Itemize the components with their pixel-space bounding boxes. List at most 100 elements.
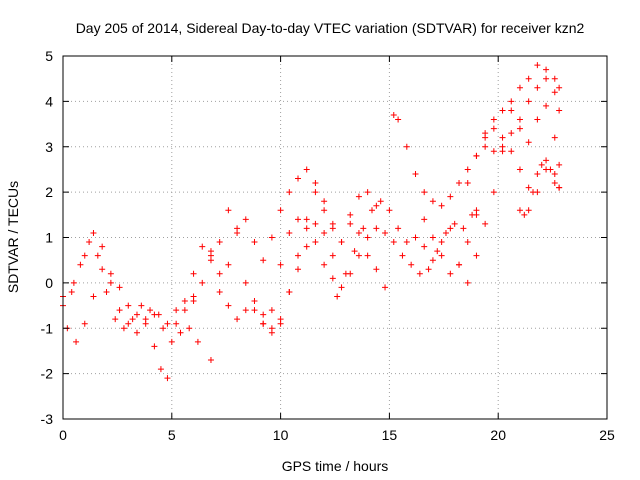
data-point	[421, 243, 428, 250]
data-point	[521, 211, 528, 218]
data-point	[490, 116, 497, 123]
data-point	[534, 170, 541, 177]
data-point	[351, 248, 358, 255]
y-tick-label: 4	[45, 93, 53, 109]
data-point	[207, 248, 214, 255]
data-point	[490, 125, 497, 132]
data-point	[390, 111, 397, 118]
series-track-6	[207, 220, 389, 336]
data-point	[429, 257, 436, 264]
data-point	[260, 257, 267, 264]
data-point	[225, 302, 232, 309]
data-point	[482, 143, 489, 150]
data-point	[242, 279, 249, 286]
data-point	[390, 239, 397, 246]
data-point	[268, 307, 275, 314]
data-point	[355, 252, 362, 259]
data-point	[116, 307, 123, 314]
data-point	[342, 270, 349, 277]
data-point	[551, 134, 558, 141]
data-point	[321, 261, 328, 268]
data-point	[94, 252, 101, 259]
data-point	[373, 266, 380, 273]
data-point	[207, 357, 214, 364]
data-point	[190, 270, 197, 277]
data-point	[303, 216, 310, 223]
data-point	[73, 338, 80, 345]
data-point	[112, 316, 119, 323]
data-point	[295, 252, 302, 259]
data-point	[321, 207, 328, 214]
data-point	[234, 225, 241, 232]
data-point	[295, 216, 302, 223]
data-point	[177, 329, 184, 336]
series-track-7	[260, 207, 480, 327]
data-point	[355, 193, 362, 200]
y-tick-label: 2	[45, 184, 53, 200]
data-point	[347, 220, 354, 227]
data-point	[508, 107, 515, 114]
data-point	[525, 207, 532, 214]
data-point	[464, 166, 471, 173]
data-point	[556, 184, 563, 191]
data-point	[447, 270, 454, 277]
data-point	[451, 220, 458, 227]
data-point	[347, 211, 354, 218]
data-point	[133, 311, 140, 318]
data-point	[151, 343, 158, 350]
data-point	[421, 189, 428, 196]
data-point	[286, 229, 293, 236]
x-tick-label: 20	[490, 427, 506, 443]
data-point	[164, 375, 171, 382]
data-point	[277, 207, 284, 214]
data-point	[516, 84, 523, 91]
data-point	[525, 139, 532, 146]
data-point	[68, 288, 75, 295]
y-tick-label: 3	[45, 139, 53, 155]
data-point	[412, 234, 419, 241]
data-point	[142, 316, 149, 323]
chart-title: Day 205 of 2014, Sidereal Day-to-day VTE…	[76, 20, 585, 36]
data-point	[551, 89, 558, 96]
data-point	[138, 302, 145, 309]
y-tick-label: 5	[45, 48, 53, 64]
y-tick-label: -2	[41, 366, 54, 382]
data-point	[438, 239, 445, 246]
data-point	[251, 298, 258, 305]
data-point	[416, 270, 423, 277]
data-point	[543, 102, 550, 109]
x-tick-label: 0	[59, 427, 67, 443]
data-point	[295, 175, 302, 182]
data-point	[399, 252, 406, 259]
x-tick-label: 5	[168, 427, 176, 443]
data-point	[364, 189, 371, 196]
data-point	[508, 98, 515, 105]
data-point	[77, 261, 84, 268]
data-point	[334, 293, 341, 300]
data-point	[321, 229, 328, 236]
data-point	[190, 298, 197, 305]
data-point	[382, 284, 389, 291]
data-point	[508, 148, 515, 155]
x-tick-label: 15	[382, 427, 398, 443]
data-point	[216, 288, 223, 295]
data-point	[429, 198, 436, 205]
data-point	[547, 166, 554, 173]
data-point	[338, 239, 345, 246]
data-point	[312, 189, 319, 196]
data-point	[99, 266, 106, 273]
y-axis-label: SDTVAR / TECUs	[5, 181, 21, 293]
data-point	[556, 84, 563, 91]
data-point	[364, 234, 371, 241]
data-point	[482, 130, 489, 137]
data-point	[516, 125, 523, 132]
data-point	[103, 288, 110, 295]
data-point	[425, 266, 432, 273]
data-point	[499, 107, 506, 114]
data-point	[447, 225, 454, 232]
x-tick-label: 25	[599, 427, 615, 443]
data-point	[473, 152, 480, 159]
data-point	[456, 180, 463, 187]
data-point	[268, 329, 275, 336]
series-track-4	[173, 166, 345, 327]
